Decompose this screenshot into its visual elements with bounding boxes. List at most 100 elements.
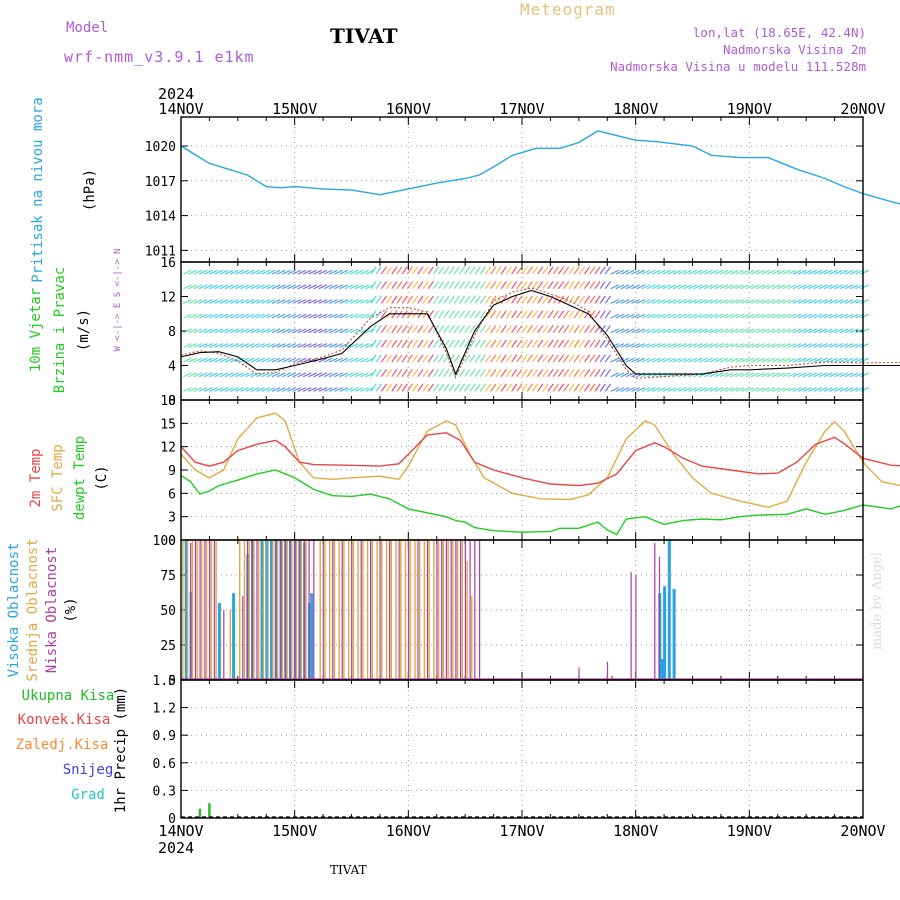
wind-arrow (839, 284, 849, 290)
wind-arrow (349, 284, 359, 290)
wind-arrow (485, 368, 492, 378)
wind-arrow (636, 372, 646, 378)
precip-legend-label: Snijeg (63, 762, 114, 778)
wind-arrow (250, 269, 260, 275)
wind-arrow (625, 372, 635, 378)
wind-arrow (188, 299, 197, 304)
cloud-mid-bar (201, 540, 203, 680)
wind-arrow (406, 339, 413, 348)
wind-arrow (396, 383, 403, 392)
wind-arrow (558, 354, 565, 363)
cloud-mid-bar (362, 540, 364, 680)
wind-arrow (505, 310, 512, 319)
wind-arrow (474, 339, 481, 348)
y-tick-label: 0 (168, 394, 176, 409)
cloud-mid-bar (400, 540, 402, 680)
wind-arrow (193, 372, 203, 378)
wind-arrow (829, 269, 838, 275)
cloud-low-bar (611, 675, 613, 680)
wind-arrow (459, 310, 466, 319)
time-axis: 14NOV 14NOV 15NOV 15NOV 16NOV 16NOV 17NOV 17NOV… (158, 85, 886, 857)
wind-arrow (349, 328, 359, 334)
cloud-low-bar (246, 540, 249, 680)
wind-arrow (323, 313, 333, 319)
wind-arrow (683, 387, 692, 392)
wind-arrow (214, 387, 224, 392)
wind-arrow (511, 281, 518, 290)
wind-arrow (834, 343, 843, 348)
wind-arrow (183, 269, 192, 275)
wind-arrow (250, 284, 260, 290)
wind-arrow (422, 295, 429, 304)
wind-arrow (339, 284, 349, 290)
wind-arrow (344, 372, 354, 378)
wind-arrow (578, 339, 585, 348)
wind-arrow (339, 343, 349, 348)
cloud-mid-bar (272, 540, 274, 680)
credit-label: made by Angel (870, 552, 885, 650)
y-tick-label: 0 (168, 812, 176, 827)
date-label-top: 16NOV (386, 100, 431, 118)
wind-arrow (620, 343, 630, 348)
wind-arrow (855, 299, 864, 304)
wind-arrow (808, 299, 817, 304)
wind-arrow (735, 387, 745, 392)
wind-arrow (401, 368, 408, 378)
wind-arrow (599, 281, 606, 290)
wind-arrow (235, 284, 244, 290)
cloud-mid-bar (305, 540, 307, 680)
wind-arrow (479, 266, 486, 275)
wind-arrow (276, 269, 286, 275)
wind-arrow (740, 284, 750, 290)
cloud-mid-bar (357, 540, 359, 680)
wind-arrow (657, 299, 666, 304)
wind-arrow (761, 284, 771, 290)
wind-arrow (542, 295, 549, 304)
wind-arrow (829, 284, 838, 290)
wind-arrow (245, 269, 255, 275)
cloud-low-bar (450, 540, 452, 680)
wind-arrow (516, 354, 523, 363)
wind-arrow (750, 328, 760, 334)
cloud-high-bar (260, 540, 264, 680)
wind-arrow (714, 299, 724, 304)
cloud-mid-bar (452, 540, 454, 680)
wind-arrow (735, 372, 745, 378)
cloud-low-bar (436, 540, 438, 680)
wind-arrow (308, 284, 317, 290)
wind-arrow (391, 266, 398, 275)
wind-arrow (490, 383, 497, 392)
cloud-mid-bar (433, 540, 435, 680)
wind-arrow (490, 310, 497, 319)
wind-arrow (813, 387, 823, 392)
wind-arrow (240, 372, 250, 378)
wind-arrow (391, 310, 398, 319)
wind-arrow (745, 372, 755, 378)
y-tick-label: 12 (160, 291, 176, 306)
wind-arrow (594, 310, 601, 319)
wind-arrow (688, 313, 698, 319)
wind-arrow (599, 354, 606, 363)
wind-arrow (209, 313, 218, 319)
cloud-high-bar (672, 589, 676, 680)
wind-arrow (813, 313, 823, 319)
wind-arrow (641, 328, 651, 334)
cloud-mid-bar (324, 540, 326, 680)
wind-arrow (261, 357, 270, 363)
wind-arrow (297, 299, 307, 304)
wind-arrow (652, 343, 661, 348)
wind-arrow (417, 354, 424, 363)
wind-arrow (678, 357, 687, 363)
wind-arrow (245, 284, 255, 290)
wind-arrow (318, 357, 328, 363)
precip-legend-label: Ukupna Kisa (22, 688, 115, 704)
wind-arrow (652, 328, 661, 334)
wind-arrow (308, 299, 317, 304)
wind-arrow (620, 284, 630, 290)
wind-arrow (313, 328, 323, 334)
wind-arrow (834, 328, 843, 334)
wind-arrow (219, 284, 229, 290)
wind-arrow (636, 387, 646, 392)
cloud-low-bar (190, 542, 192, 680)
wind-arrow (308, 343, 317, 348)
